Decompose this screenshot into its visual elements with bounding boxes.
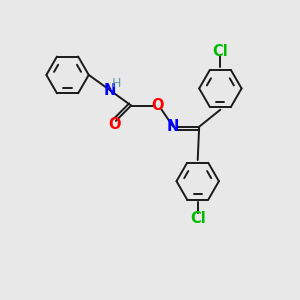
Text: O: O: [151, 98, 163, 113]
Text: Cl: Cl: [190, 211, 206, 226]
Text: O: O: [108, 118, 121, 133]
Text: N: N: [167, 119, 179, 134]
Text: N: N: [104, 83, 116, 98]
Text: Cl: Cl: [212, 44, 228, 59]
Text: H: H: [112, 77, 121, 90]
